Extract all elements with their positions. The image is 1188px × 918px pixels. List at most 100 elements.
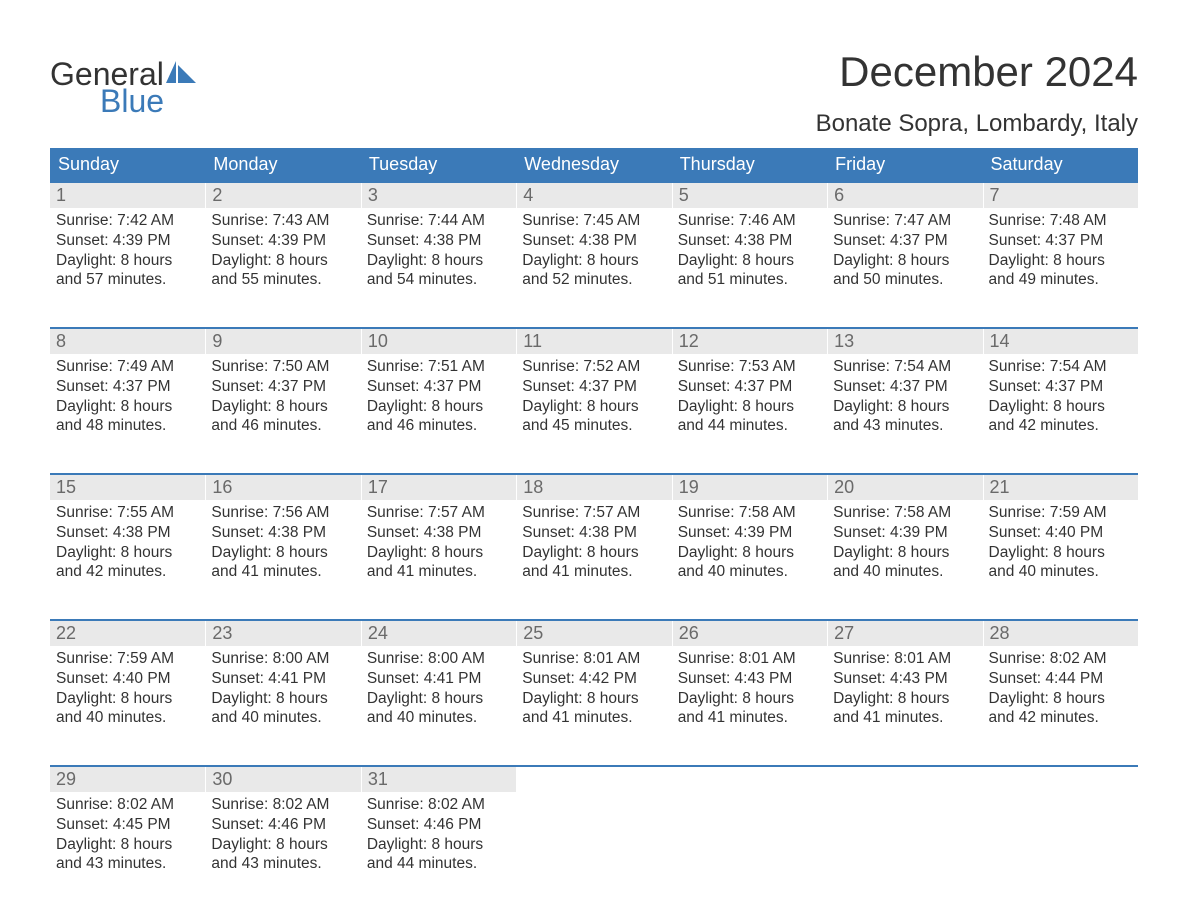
day-number: 22 — [50, 621, 205, 646]
week-row: 8Sunrise: 7:49 AMSunset: 4:37 PMDaylight… — [50, 327, 1138, 449]
sunset-text: Sunset: 4:38 PM — [522, 523, 665, 543]
sunset-text: Sunset: 4:37 PM — [833, 231, 976, 251]
day-number: 25 — [516, 621, 671, 646]
daylight-text: Daylight: 8 hours — [678, 397, 821, 417]
day-number — [827, 767, 982, 792]
daylight-text: and 49 minutes. — [989, 270, 1132, 290]
daylight-text: Daylight: 8 hours — [211, 251, 354, 271]
day-number: 3 — [361, 183, 516, 208]
daylight-text: Daylight: 8 hours — [56, 251, 199, 271]
daylight-text: and 44 minutes. — [678, 416, 821, 436]
day-number — [672, 767, 827, 792]
day-number: 2 — [205, 183, 360, 208]
sunrise-text: Sunrise: 7:59 AM — [56, 649, 199, 669]
day-number: 20 — [827, 475, 982, 500]
weekday-header: Saturday — [983, 148, 1138, 181]
day-number: 23 — [205, 621, 360, 646]
daylight-text: Daylight: 8 hours — [833, 251, 976, 271]
sunrise-text: Sunrise: 8:02 AM — [211, 795, 354, 815]
sunset-text: Sunset: 4:37 PM — [989, 377, 1132, 397]
day-number: 14 — [983, 329, 1138, 354]
sunset-text: Sunset: 4:46 PM — [367, 815, 510, 835]
day-number: 11 — [516, 329, 671, 354]
day-number: 12 — [672, 329, 827, 354]
week-row: 22Sunrise: 7:59 AMSunset: 4:40 PMDayligh… — [50, 619, 1138, 741]
day-cell: 6Sunrise: 7:47 AMSunset: 4:37 PMDaylight… — [827, 183, 982, 303]
day-cell: 16Sunrise: 7:56 AMSunset: 4:38 PMDayligh… — [205, 475, 360, 595]
day-content: Sunrise: 7:49 AMSunset: 4:37 PMDaylight:… — [50, 354, 205, 436]
daylight-text: Daylight: 8 hours — [56, 835, 199, 855]
day-number: 13 — [827, 329, 982, 354]
weekday-header: Friday — [827, 148, 982, 181]
daylight-text: Daylight: 8 hours — [678, 251, 821, 271]
daylight-text: and 40 minutes. — [833, 562, 976, 582]
sunset-text: Sunset: 4:38 PM — [522, 231, 665, 251]
month-title: December 2024 — [816, 48, 1138, 96]
day-content: Sunrise: 7:52 AMSunset: 4:37 PMDaylight:… — [516, 354, 671, 436]
day-cell: 13Sunrise: 7:54 AMSunset: 4:37 PMDayligh… — [827, 329, 982, 449]
day-content: Sunrise: 7:43 AMSunset: 4:39 PMDaylight:… — [205, 208, 360, 290]
day-cell: 18Sunrise: 7:57 AMSunset: 4:38 PMDayligh… — [516, 475, 671, 595]
sunset-text: Sunset: 4:37 PM — [367, 377, 510, 397]
daylight-text: and 42 minutes. — [56, 562, 199, 582]
daylight-text: and 54 minutes. — [367, 270, 510, 290]
day-content: Sunrise: 7:51 AMSunset: 4:37 PMDaylight:… — [361, 354, 516, 436]
day-cell: 28Sunrise: 8:02 AMSunset: 4:44 PMDayligh… — [983, 621, 1138, 741]
sunset-text: Sunset: 4:46 PM — [211, 815, 354, 835]
daylight-text: and 50 minutes. — [833, 270, 976, 290]
daylight-text: and 42 minutes. — [989, 708, 1132, 728]
sunrise-text: Sunrise: 8:02 AM — [989, 649, 1132, 669]
daylight-text: Daylight: 8 hours — [367, 835, 510, 855]
sunset-text: Sunset: 4:41 PM — [367, 669, 510, 689]
daylight-text: and 51 minutes. — [678, 270, 821, 290]
weekday-header: Sunday — [50, 148, 205, 181]
daylight-text: Daylight: 8 hours — [989, 543, 1132, 563]
day-content: Sunrise: 7:44 AMSunset: 4:38 PMDaylight:… — [361, 208, 516, 290]
day-content: Sunrise: 8:00 AMSunset: 4:41 PMDaylight:… — [361, 646, 516, 728]
day-content: Sunrise: 7:59 AMSunset: 4:40 PMDaylight:… — [50, 646, 205, 728]
logo: General Blue — [50, 48, 198, 120]
daylight-text: and 41 minutes. — [522, 562, 665, 582]
sunrise-text: Sunrise: 7:43 AM — [211, 211, 354, 231]
day-content: Sunrise: 7:54 AMSunset: 4:37 PMDaylight:… — [983, 354, 1138, 436]
weekday-header: Thursday — [672, 148, 827, 181]
day-cell: 9Sunrise: 7:50 AMSunset: 4:37 PMDaylight… — [205, 329, 360, 449]
sunrise-text: Sunrise: 8:00 AM — [211, 649, 354, 669]
daylight-text: Daylight: 8 hours — [367, 543, 510, 563]
daylight-text: Daylight: 8 hours — [367, 397, 510, 417]
sunrise-text: Sunrise: 7:58 AM — [833, 503, 976, 523]
title-block: December 2024 Bonate Sopra, Lombardy, It… — [816, 48, 1138, 138]
day-number: 16 — [205, 475, 360, 500]
daylight-text: Daylight: 8 hours — [989, 251, 1132, 271]
sunrise-text: Sunrise: 7:44 AM — [367, 211, 510, 231]
logo-word-blue: Blue — [100, 83, 164, 120]
weekday-header-row: Sunday Monday Tuesday Wednesday Thursday… — [50, 148, 1138, 181]
daylight-text: and 41 minutes. — [367, 562, 510, 582]
day-cell: 26Sunrise: 8:01 AMSunset: 4:43 PMDayligh… — [672, 621, 827, 741]
daylight-text: and 45 minutes. — [522, 416, 665, 436]
day-content: Sunrise: 8:01 AMSunset: 4:43 PMDaylight:… — [827, 646, 982, 728]
sunset-text: Sunset: 4:39 PM — [678, 523, 821, 543]
day-cell: 4Sunrise: 7:45 AMSunset: 4:38 PMDaylight… — [516, 183, 671, 303]
sunset-text: Sunset: 4:37 PM — [56, 377, 199, 397]
weekday-header: Tuesday — [361, 148, 516, 181]
day-cell — [827, 767, 982, 887]
daylight-text: Daylight: 8 hours — [522, 251, 665, 271]
sunset-text: Sunset: 4:38 PM — [678, 231, 821, 251]
day-cell: 12Sunrise: 7:53 AMSunset: 4:37 PMDayligh… — [672, 329, 827, 449]
sunrise-text: Sunrise: 7:59 AM — [989, 503, 1132, 523]
day-number: 15 — [50, 475, 205, 500]
daylight-text: Daylight: 8 hours — [522, 689, 665, 709]
day-cell: 10Sunrise: 7:51 AMSunset: 4:37 PMDayligh… — [361, 329, 516, 449]
sunrise-text: Sunrise: 8:01 AM — [678, 649, 821, 669]
sunrise-text: Sunrise: 7:57 AM — [367, 503, 510, 523]
day-cell: 15Sunrise: 7:55 AMSunset: 4:38 PMDayligh… — [50, 475, 205, 595]
day-number: 6 — [827, 183, 982, 208]
daylight-text: Daylight: 8 hours — [833, 397, 976, 417]
day-cell: 5Sunrise: 7:46 AMSunset: 4:38 PMDaylight… — [672, 183, 827, 303]
sunrise-text: Sunrise: 7:51 AM — [367, 357, 510, 377]
sunset-text: Sunset: 4:45 PM — [56, 815, 199, 835]
sunset-text: Sunset: 4:44 PM — [989, 669, 1132, 689]
sunset-text: Sunset: 4:43 PM — [678, 669, 821, 689]
sunset-text: Sunset: 4:39 PM — [211, 231, 354, 251]
